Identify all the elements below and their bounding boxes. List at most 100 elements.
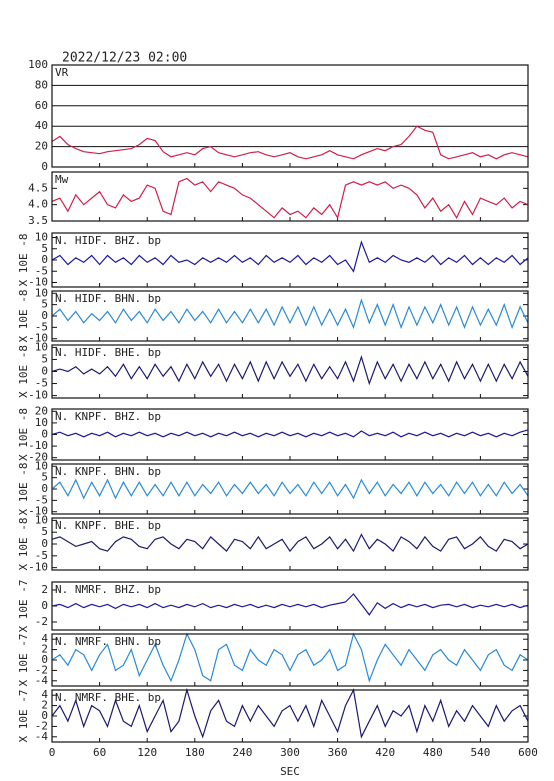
panel-frame <box>51 689 529 743</box>
x-tick-label: 240 <box>232 746 252 759</box>
x-axis-label: SEC <box>280 765 300 778</box>
panel-label: N. KNPF. BHE. bp <box>55 519 161 532</box>
y-tick-label: 4.0 <box>28 198 48 211</box>
panel-frame <box>51 463 529 515</box>
y-tick-label: 4.5 <box>28 181 48 194</box>
panel-frame <box>51 344 529 399</box>
trace <box>51 533 529 553</box>
y-unit-label: X 10E -8 <box>17 345 30 398</box>
panel-frame <box>51 290 529 342</box>
panel-frame <box>51 517 529 571</box>
y-tick-label: -5 <box>35 549 48 562</box>
y-tick-label: 0 <box>41 309 48 322</box>
y-tick-label: 4 <box>41 632 48 645</box>
y-tick-label: 5 <box>41 471 48 484</box>
x-tick-label: 600 <box>518 746 538 759</box>
trace <box>51 687 529 739</box>
panel-label: N. NMRF. BHZ. bp <box>55 583 161 596</box>
trace <box>51 478 529 500</box>
y-unit-label: X 10E -8 <box>17 234 30 287</box>
y-tick-label: 0 <box>41 709 48 722</box>
panel-label: N. HIDF. BHN. bp <box>55 292 161 305</box>
y-tick-label: 0 <box>41 160 48 173</box>
x-tick-label: 180 <box>185 746 205 759</box>
panel-label: N. KNPF. BHZ. bp <box>55 410 161 423</box>
y-tick-label: 20 <box>35 404 48 417</box>
panel-label: VR <box>55 66 69 79</box>
y-tick-label: 60 <box>35 99 48 112</box>
y-tick-label: -10 <box>28 389 48 402</box>
y-tick-label: 0 <box>41 537 48 550</box>
y-tick-label: -2 <box>35 663 48 676</box>
y-unit-label: X 10E -7 <box>17 634 30 687</box>
x-tick-label: 420 <box>375 746 395 759</box>
x-tick-label: 300 <box>280 746 300 759</box>
y-tick-label: -4 <box>35 674 49 687</box>
chart-title: 2022/12/23 02:00 <box>62 51 187 66</box>
panel-label: N. NMRF. BHE. bp <box>55 691 161 704</box>
x-tick-label: 0 <box>49 746 56 759</box>
y-tick-label: 5 <box>41 298 48 311</box>
trace <box>51 632 529 683</box>
panel-label: Mw <box>55 173 69 186</box>
y-tick-label: -5 <box>35 493 48 506</box>
panel-label: N. KNPF. BHN. bp <box>55 465 161 478</box>
x-tick-label: 360 <box>328 746 348 759</box>
x-tick-label: 480 <box>423 746 443 759</box>
y-tick-label: -10 <box>28 332 48 345</box>
y-tick-label: 2 <box>41 583 48 596</box>
y-tick-label: 5 <box>41 525 48 538</box>
trace <box>51 240 529 273</box>
y-tick-label: 3.5 <box>28 214 48 227</box>
trace <box>51 177 529 220</box>
y-tick-label: 10 <box>35 459 48 472</box>
y-tick-label: 100 <box>28 58 48 71</box>
y-tick-label: -10 <box>28 505 48 518</box>
y-unit-label: X 10E -7 <box>17 690 30 743</box>
y-tick-label: -10 <box>28 276 48 289</box>
x-tick-label: 540 <box>470 746 490 759</box>
panel-frame <box>51 408 529 461</box>
x-tick-label: 120 <box>137 746 157 759</box>
y-tick-label: 10 <box>35 286 48 299</box>
y-tick-label: -10 <box>28 439 48 452</box>
trace <box>51 125 529 160</box>
y-tick-label: 40 <box>35 119 48 132</box>
y-tick-label: -20 <box>28 451 48 464</box>
y-tick-label: 0 <box>41 428 48 441</box>
y-tick-label: 80 <box>35 78 48 91</box>
trace <box>51 593 529 616</box>
y-unit-label: X 10E -8 <box>17 518 30 571</box>
y-tick-label: -4 <box>35 730 49 743</box>
y-tick-label: 10 <box>35 340 48 353</box>
panel-frame <box>51 633 529 687</box>
y-tick-label: 4 <box>41 688 48 701</box>
y-tick-label: 10 <box>35 231 48 244</box>
panel-frame <box>51 581 529 631</box>
panel-frame <box>51 171 529 222</box>
y-unit-label: X 10E -8 <box>17 408 30 461</box>
y-tick-label: -2 <box>35 719 48 732</box>
y-unit-label: X 10E -8 <box>17 290 30 343</box>
panel-label: N. HIDF. BHZ. bp <box>55 234 161 247</box>
x-tick-label: 60 <box>93 746 106 759</box>
panel-label: N. HIDF. BHE. bp <box>55 346 161 359</box>
y-tick-label: 20 <box>35 140 48 153</box>
y-tick-label: 10 <box>35 416 48 429</box>
y-tick-label: 0 <box>41 653 48 666</box>
y-tick-label: 2 <box>41 643 48 656</box>
panel-frame <box>51 232 529 288</box>
y-tick-label: 2 <box>41 699 48 712</box>
y-tick-label: -5 <box>35 377 48 390</box>
y-tick-label: -2 <box>35 615 48 628</box>
trace <box>51 354 529 386</box>
trace <box>51 429 529 438</box>
trace <box>51 298 529 330</box>
y-tick-label: 0 <box>41 599 48 612</box>
y-tick-label: -5 <box>35 264 48 277</box>
y-unit-label: X 10E -8 <box>17 463 30 516</box>
y-tick-label: 10 <box>35 513 48 526</box>
y-tick-label: 0 <box>41 253 48 266</box>
y-tick-label: -10 <box>28 561 48 574</box>
